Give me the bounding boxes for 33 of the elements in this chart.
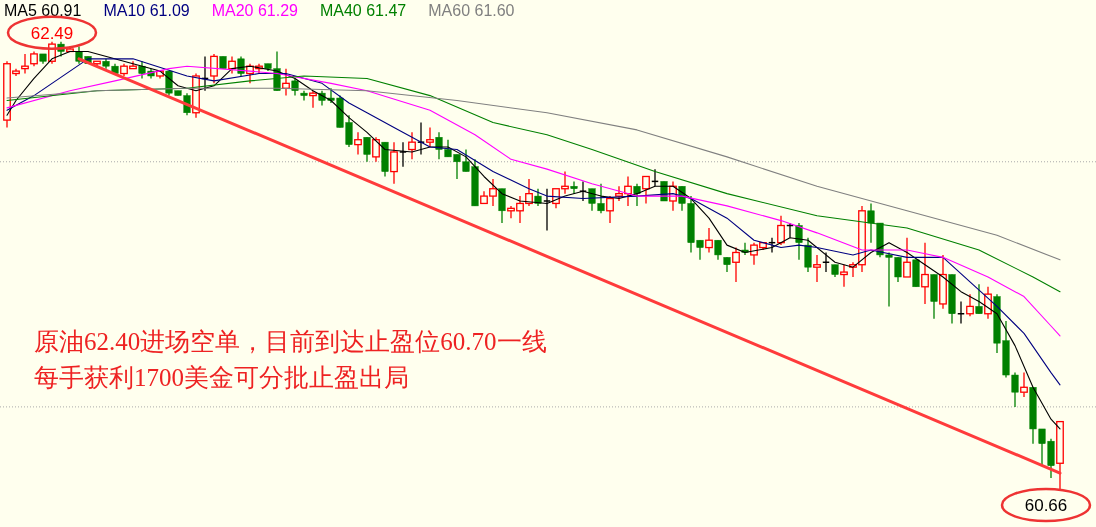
candlestick (30, 50, 38, 67)
candlestick (633, 183, 641, 207)
candlestick (408, 131, 416, 160)
annotation: 每手获利1700美金可分批止盈出局 (34, 364, 409, 391)
candlestick (390, 141, 398, 185)
candlestick (777, 215, 785, 246)
candlestick (705, 227, 713, 254)
candlestick (966, 293, 974, 317)
text: MA20 61.29 (211, 2, 299, 19)
candlestick (1020, 371, 1028, 398)
candlestick (426, 126, 434, 148)
annotation: 原油62.40进场空单，目前到达止盈位60.70一线 (34, 328, 547, 355)
candlestick (498, 188, 506, 224)
candlestick (975, 283, 983, 315)
candlestick (543, 188, 551, 232)
candlestick (813, 254, 821, 283)
text: MA5 60.91 (4, 2, 82, 19)
text: MA40 61.47 (319, 2, 407, 19)
candlestick (921, 242, 929, 305)
candlestick (858, 205, 866, 273)
text: MA60 61.60 (428, 2, 515, 19)
candlestick (840, 264, 848, 288)
annotation: 60.66 (1024, 496, 1068, 515)
candlestick (714, 239, 722, 261)
candlestick (804, 237, 812, 273)
candlestick (354, 131, 362, 156)
candlestick (210, 53, 218, 84)
annotation: 62.49 (30, 23, 74, 43)
candlestick (570, 180, 578, 195)
candlestick (363, 136, 371, 163)
candlestick (939, 254, 947, 310)
text: MA10 61.09 (103, 2, 190, 19)
candlestick (372, 136, 380, 163)
